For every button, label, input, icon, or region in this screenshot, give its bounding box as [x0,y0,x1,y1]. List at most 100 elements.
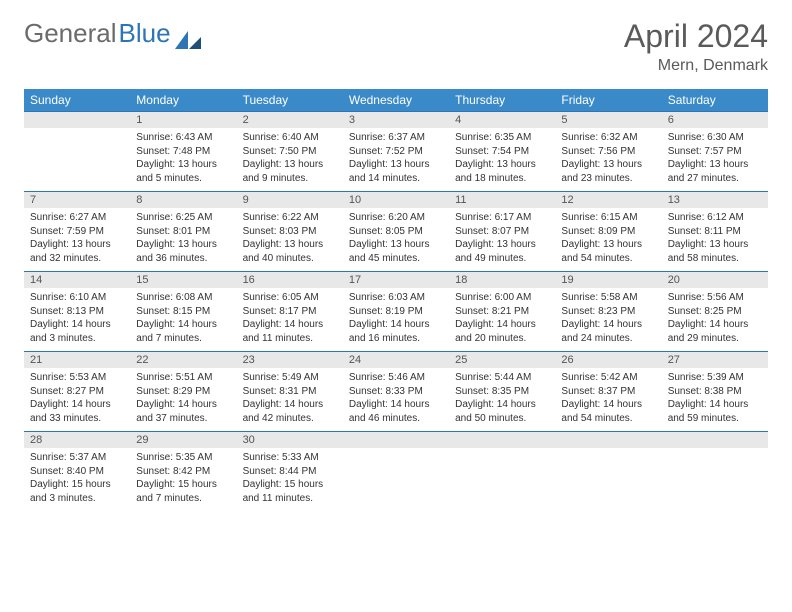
day-body: Sunrise: 5:53 AMSunset: 8:27 PMDaylight:… [24,368,130,431]
sunset-line: Sunset: 7:59 PM [30,225,124,239]
sunrise-line: Sunrise: 6:05 AM [243,291,337,305]
sunset-line: Sunset: 8:17 PM [243,305,337,319]
sunrise-line: Sunrise: 5:53 AM [30,371,124,385]
daylight-line: Daylight: 15 hours and 11 minutes. [243,478,337,505]
location-label: Mern, Denmark [624,57,768,75]
daylight-line: Daylight: 14 hours and 20 minutes. [455,318,549,345]
day-number: 1 [130,112,236,128]
day-body: Sunrise: 6:27 AMSunset: 7:59 PMDaylight:… [24,208,130,271]
daylight-line: Daylight: 14 hours and 50 minutes. [455,398,549,425]
day-body: Sunrise: 5:33 AMSunset: 8:44 PMDaylight:… [237,448,343,511]
sunrise-line: Sunrise: 5:35 AM [136,451,230,465]
calendar-day-cell: 14Sunrise: 6:10 AMSunset: 8:13 PMDayligh… [24,272,130,352]
sunset-line: Sunset: 8:15 PM [136,305,230,319]
daylight-line: Daylight: 14 hours and 29 minutes. [668,318,762,345]
day-number [449,432,555,448]
sunrise-line: Sunrise: 5:44 AM [455,371,549,385]
sunset-line: Sunset: 8:31 PM [243,385,337,399]
calendar-day-cell: 15Sunrise: 6:08 AMSunset: 8:15 PMDayligh… [130,272,236,352]
brand-logo: GeneralBlue [24,18,201,49]
day-number: 15 [130,272,236,288]
daylight-line: Daylight: 14 hours and 59 minutes. [668,398,762,425]
daylight-line: Daylight: 14 hours and 16 minutes. [349,318,443,345]
daylight-line: Daylight: 15 hours and 7 minutes. [136,478,230,505]
sunset-line: Sunset: 8:44 PM [243,465,337,479]
calendar-day-cell: 21Sunrise: 5:53 AMSunset: 8:27 PMDayligh… [24,352,130,432]
day-body: Sunrise: 6:00 AMSunset: 8:21 PMDaylight:… [449,288,555,351]
day-number: 3 [343,112,449,128]
daylight-line: Daylight: 13 hours and 5 minutes. [136,158,230,185]
day-body: Sunrise: 6:22 AMSunset: 8:03 PMDaylight:… [237,208,343,271]
day-number: 27 [662,352,768,368]
day-body [449,448,555,506]
sunset-line: Sunset: 7:57 PM [668,145,762,159]
sunset-line: Sunset: 7:50 PM [243,145,337,159]
day-body: Sunrise: 6:08 AMSunset: 8:15 PMDaylight:… [130,288,236,351]
day-number [343,432,449,448]
month-title: April 2024 [624,18,768,55]
day-body: Sunrise: 6:05 AMSunset: 8:17 PMDaylight:… [237,288,343,351]
day-body: Sunrise: 6:40 AMSunset: 7:50 PMDaylight:… [237,128,343,191]
calendar-day-cell: 27Sunrise: 5:39 AMSunset: 8:38 PMDayligh… [662,352,768,432]
day-body: Sunrise: 5:37 AMSunset: 8:40 PMDaylight:… [24,448,130,511]
day-body: Sunrise: 6:17 AMSunset: 8:07 PMDaylight:… [449,208,555,271]
sunset-line: Sunset: 8:13 PM [30,305,124,319]
day-number: 22 [130,352,236,368]
calendar-day-cell: 9Sunrise: 6:22 AMSunset: 8:03 PMDaylight… [237,192,343,272]
day-number: 7 [24,192,130,208]
day-body: Sunrise: 5:44 AMSunset: 8:35 PMDaylight:… [449,368,555,431]
sunset-line: Sunset: 8:01 PM [136,225,230,239]
day-number: 18 [449,272,555,288]
page-header: GeneralBlue April 2024 Mern, Denmark [24,18,768,75]
day-number: 25 [449,352,555,368]
day-number [555,432,661,448]
sunrise-line: Sunrise: 5:56 AM [668,291,762,305]
daylight-line: Daylight: 14 hours and 3 minutes. [30,318,124,345]
sunset-line: Sunset: 8:42 PM [136,465,230,479]
calendar-day-cell: 16Sunrise: 6:05 AMSunset: 8:17 PMDayligh… [237,272,343,352]
daylight-line: Daylight: 13 hours and 45 minutes. [349,238,443,265]
day-number: 20 [662,272,768,288]
day-number: 23 [237,352,343,368]
day-number: 21 [24,352,130,368]
sunset-line: Sunset: 8:25 PM [668,305,762,319]
calendar-day-cell: 23Sunrise: 5:49 AMSunset: 8:31 PMDayligh… [237,352,343,432]
calendar-day-cell: 19Sunrise: 5:58 AMSunset: 8:23 PMDayligh… [555,272,661,352]
daylight-line: Daylight: 13 hours and 23 minutes. [561,158,655,185]
daylight-line: Daylight: 13 hours and 18 minutes. [455,158,549,185]
daylight-line: Daylight: 14 hours and 54 minutes. [561,398,655,425]
daylight-line: Daylight: 14 hours and 24 minutes. [561,318,655,345]
calendar-day-cell: 20 Sunrise: 5:56 AMSunset: 8:25 PMDayligh… [662,272,768,352]
sunrise-line: Sunrise: 6:20 AM [349,211,443,225]
day-number: 28 [24,432,130,448]
sunrise-line: Sunrise: 6:22 AM [243,211,337,225]
day-body: Sunrise: 6:32 AMSunset: 7:56 PMDaylight:… [555,128,661,191]
day-body: Sunrise: 6:37 AMSunset: 7:52 PMDaylight:… [343,128,449,191]
daylight-line: Daylight: 13 hours and 27 minutes. [668,158,762,185]
calendar-day-cell [555,432,661,512]
day-number: 26 [555,352,661,368]
day-number: 8 [130,192,236,208]
day-number: 16 [237,272,343,288]
day-body: Sunrise: 5:49 AMSunset: 8:31 PMDaylight:… [237,368,343,431]
sunrise-line: Sunrise: 6:08 AM [136,291,230,305]
day-number: 19 [555,272,661,288]
daylight-line: Daylight: 13 hours and 9 minutes. [243,158,337,185]
day-number: 14 [24,272,130,288]
daylight-line: Daylight: 13 hours and 36 minutes. [136,238,230,265]
sunset-line: Sunset: 7:48 PM [136,145,230,159]
sunrise-line: Sunrise: 6:10 AM [30,291,124,305]
daylight-line: Daylight: 13 hours and 58 minutes. [668,238,762,265]
weekday-header: Saturday [662,89,768,112]
calendar-day-cell: 3Sunrise: 6:37 AMSunset: 7:52 PMDaylight… [343,112,449,192]
calendar-day-cell: 17Sunrise: 6:03 AMSunset: 8:19 PMDayligh… [343,272,449,352]
day-body: Sunrise: 6:15 AMSunset: 8:09 PMDaylight:… [555,208,661,271]
sunrise-line: Sunrise: 6:35 AM [455,131,549,145]
sunrise-line: Sunrise: 5:42 AM [561,371,655,385]
day-body [662,448,768,506]
day-number: 2 [237,112,343,128]
sunrise-line: Sunrise: 6:27 AM [30,211,124,225]
day-body: Sunrise: 6:10 AMSunset: 8:13 PMDaylight:… [24,288,130,351]
day-number: 12 [555,192,661,208]
sunset-line: Sunset: 8:40 PM [30,465,124,479]
